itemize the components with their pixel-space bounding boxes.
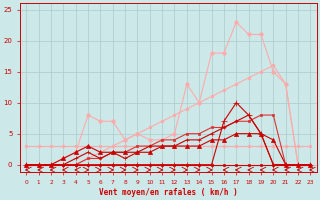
X-axis label: Vent moyen/en rafales ( km/h ): Vent moyen/en rafales ( km/h ) [99, 188, 238, 197]
